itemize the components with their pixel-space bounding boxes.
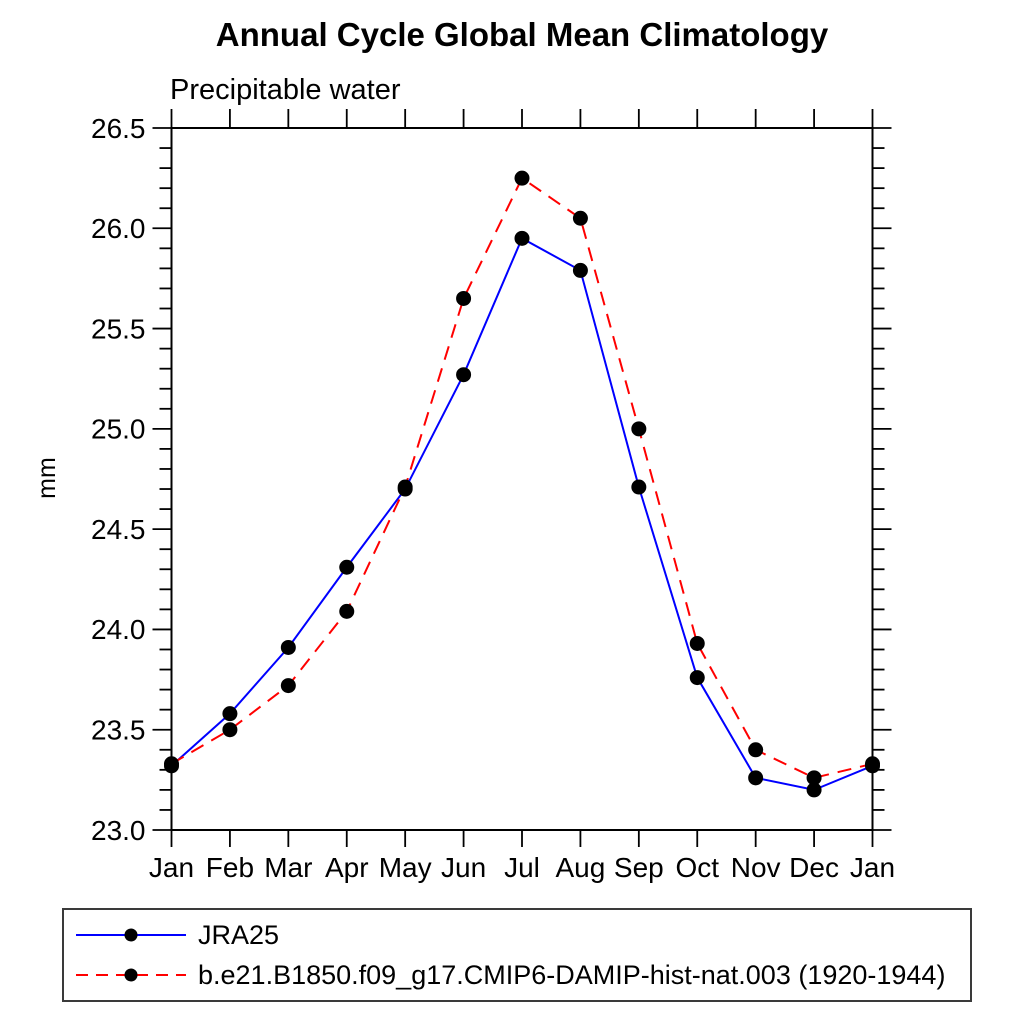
x-tick-label: Nov (731, 852, 781, 883)
data-point-marker (456, 367, 472, 383)
legend-key-marker-icon (124, 968, 138, 982)
x-tick-label: Dec (789, 852, 839, 883)
data-point-marker (689, 670, 705, 686)
data-point-marker (806, 782, 822, 798)
data-point-marker (339, 603, 355, 619)
series-line-0 (170, 236, 873, 791)
data-point-marker (514, 230, 530, 246)
legend-label: b.e21.B1850.f09_g17.CMIP6-DAMIP-hist-nat… (198, 959, 946, 990)
data-point-marker (164, 756, 179, 772)
data-point-marker (865, 756, 880, 772)
data-point-marker (631, 421, 647, 437)
legend: JRA25 b.e21.B1850.f09_g17.CMIP6-DAMIP-hi… (62, 908, 972, 1002)
x-tick-label: Jan (850, 852, 895, 883)
legend-label: JRA25 (198, 919, 280, 950)
x-tick-label: Sep (614, 852, 664, 883)
x-tick-label: May (379, 852, 432, 883)
series-line-1 (170, 176, 873, 779)
data-point-marker (748, 770, 764, 786)
x-tick-label: Apr (325, 852, 369, 883)
y-tick-label: 25.0 (91, 414, 146, 445)
legend-item-model: b.e21.B1850.f09_g17.CMIP6-DAMIP-hist-nat… (74, 955, 970, 995)
x-tick-label: Jan (149, 852, 194, 883)
data-point-marker (222, 722, 238, 738)
y-tick-label: 26.5 (91, 113, 146, 144)
plot-border (170, 127, 874, 831)
chart-title: Annual Cycle Global Mean Climatology (215, 16, 829, 53)
legend-key-line-solid (76, 928, 186, 942)
legend-item-jra25: JRA25 (74, 915, 970, 955)
data-point-marker (631, 479, 647, 495)
y-axis-label: mm (33, 457, 61, 499)
y-tick-label: 23.5 (91, 715, 146, 746)
data-point-marker (748, 742, 764, 758)
data-point-marker (456, 290, 472, 306)
data-point-marker (280, 639, 296, 655)
data-point-marker (806, 770, 822, 786)
data-point-marker (339, 559, 355, 575)
data-point-marker (222, 706, 238, 722)
y-tick-label: 26.0 (91, 213, 146, 244)
chart-subtitle: Precipitable water (170, 74, 401, 106)
x-tick-label: Aug (556, 852, 606, 883)
legend-key-line-dashed (76, 968, 186, 982)
x-tick-label: Jul (504, 852, 540, 883)
data-point-marker (397, 479, 413, 495)
x-tick-label: Jun (441, 852, 486, 883)
data-point-marker (572, 262, 588, 278)
y-tick-label: 23.0 (91, 815, 146, 846)
data-point-marker (572, 210, 588, 226)
y-tick-label: 25.5 (91, 313, 146, 344)
x-tick-label: Oct (675, 852, 719, 883)
y-tick-label: 24.0 (91, 614, 146, 645)
x-tick-label: Mar (264, 852, 312, 883)
data-point-marker (514, 170, 530, 186)
x-tick-label: Feb (206, 852, 254, 883)
legend-key-marker-icon (124, 928, 138, 942)
y-tick-label: 24.5 (91, 514, 146, 545)
data-point-marker (689, 635, 705, 651)
data-point-marker (280, 678, 296, 694)
